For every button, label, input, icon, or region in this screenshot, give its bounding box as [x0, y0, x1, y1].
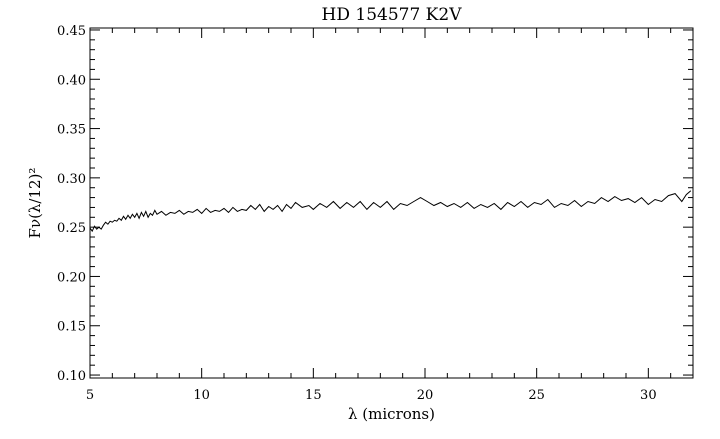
y-tick-label: 0.20 [57, 270, 86, 285]
y-tick-label: 0.10 [57, 369, 86, 384]
y-tick-label: 0.35 [57, 123, 86, 138]
y-tick-label: 0.40 [57, 73, 86, 88]
x-axis-label: λ (microns) [348, 405, 435, 423]
y-tick-label: 0.25 [57, 221, 86, 236]
plot-frame [89, 27, 694, 379]
axis-ticks [89, 28, 694, 378]
chart-title: HD 154577 K2V [322, 5, 463, 25]
x-tick-label: 15 [305, 388, 322, 403]
spectrum-series-line [89, 190, 692, 233]
x-tick-label: 20 [417, 388, 434, 403]
x-tick-label: 25 [528, 388, 545, 403]
y-tick-label: 0.45 [57, 24, 86, 39]
y-tick-label: 0.15 [57, 320, 86, 335]
y-axis-label: Fν(λ/12)² [26, 168, 44, 239]
y-axis-label-group: Fν(λ/12)² [26, 168, 44, 239]
x-tick-label: 30 [640, 388, 657, 403]
axis-tick-labels: 5 10 15 20 25 30 0.10 0.15 0.20 0.25 0.30 0.35 0.40 0… [57, 24, 657, 403]
x-tick-label: 10 [193, 388, 210, 403]
y-tick-label: 0.30 [57, 172, 86, 187]
x-tick-label: 5 [86, 388, 94, 403]
